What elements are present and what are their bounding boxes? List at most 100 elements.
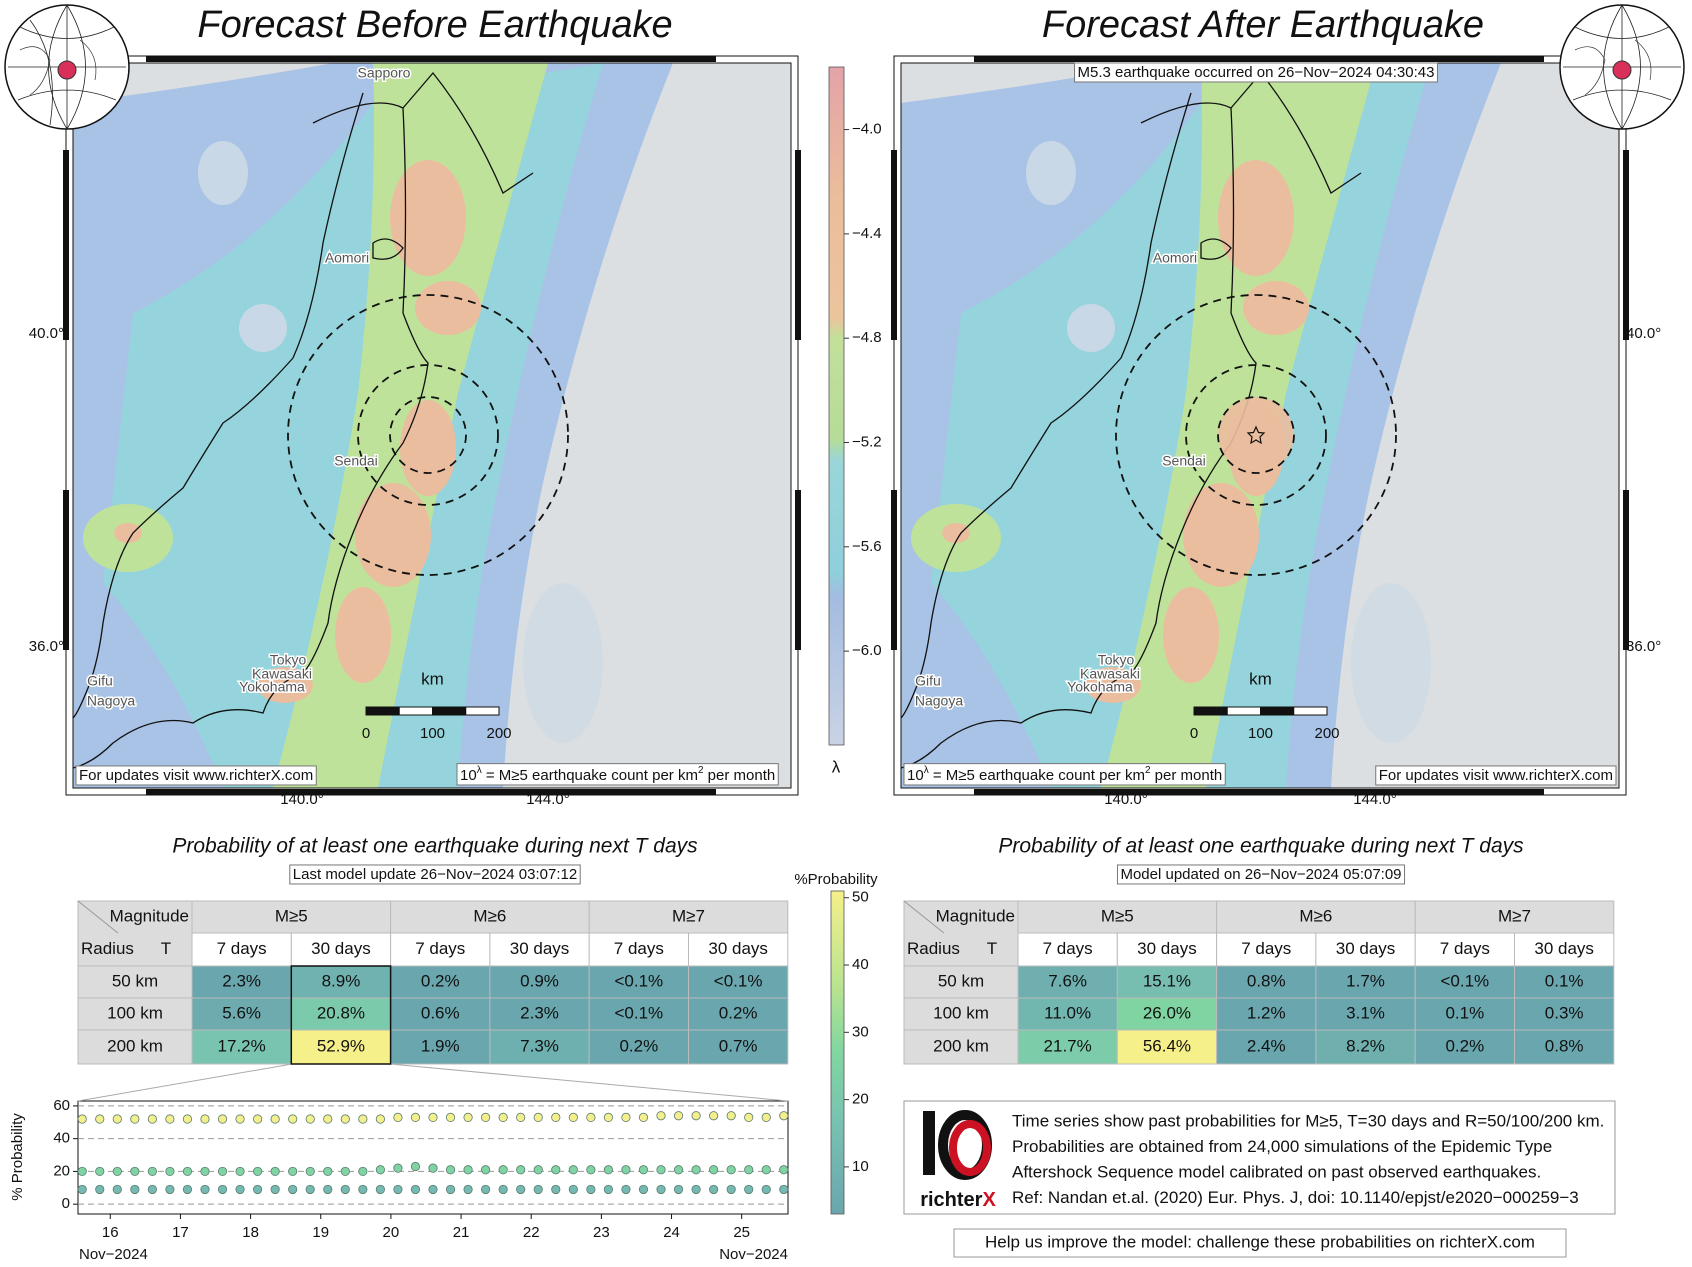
probability-value: 0.1% [1545, 971, 1584, 990]
data-point [410, 1161, 421, 1172]
data-point [130, 1114, 140, 1124]
table-title: Probability of at least one earthquake d… [998, 835, 1524, 858]
data-point [481, 1112, 491, 1122]
radius-cell [903, 965, 1019, 999]
period-header: 7 days [1440, 939, 1490, 958]
data-point [323, 1184, 333, 1195]
data-point [673, 1165, 684, 1175]
data-point [551, 1165, 561, 1175]
data-point [77, 1184, 87, 1195]
logo-part: richter [920, 1189, 982, 1211]
data-point [498, 1184, 508, 1195]
probability-value: 0.2% [619, 1036, 658, 1055]
data-point [761, 1165, 771, 1175]
data-point [445, 1165, 456, 1175]
data-point [498, 1112, 508, 1122]
data-point [445, 1184, 456, 1195]
data-point [656, 1111, 666, 1121]
city-label: Kawasaki [252, 666, 312, 682]
data-point [182, 1114, 193, 1124]
city-label: Tokyo [1098, 652, 1135, 668]
x-tick-label: 25 [733, 1224, 750, 1241]
scale-tick: 100 [420, 725, 445, 742]
data-point [691, 1184, 701, 1195]
data-point [165, 1114, 175, 1124]
data-point [726, 1165, 736, 1175]
data-point [568, 1165, 578, 1175]
data-point [568, 1184, 578, 1195]
lon-label: 144.0° [526, 791, 570, 808]
data-point [586, 1184, 596, 1195]
data-point [463, 1165, 473, 1175]
probability-cell [1414, 965, 1515, 999]
info-line: Ref: Nandan et.al. (2020) Eur. Phys. J, … [1012, 1188, 1579, 1207]
data-point [340, 1184, 350, 1195]
data-point [761, 1184, 771, 1195]
period-header: 7 days [415, 939, 465, 958]
city-label: Yokohama [1067, 679, 1133, 695]
data-point [270, 1114, 280, 1124]
density-note-part: per month [704, 767, 776, 784]
colorbar-tick-label: −4.0 [852, 121, 882, 138]
data-point [235, 1184, 245, 1195]
scale-segment [465, 706, 500, 716]
magnitude-header: M≥7 [672, 906, 705, 925]
density-note-part: = M≥5 earthquake count per km [482, 767, 698, 784]
date-label: Nov−2024 [79, 1246, 148, 1263]
probability-value: 0.2% [1445, 1036, 1484, 1055]
data-point [340, 1166, 350, 1177]
data-point [533, 1165, 543, 1175]
period-header-cell [191, 932, 292, 967]
probability-cell [290, 1029, 392, 1065]
density-note-part: 2 [698, 765, 704, 776]
site-note: For updates visit www.richterX.com [79, 767, 313, 784]
period-header: 30 days [1137, 939, 1197, 958]
probability-value: 52.9% [317, 1036, 365, 1055]
scale-unit: km [1249, 669, 1272, 688]
colorbar-tick-label: 30 [852, 1023, 869, 1040]
data-point [709, 1111, 719, 1121]
data-point [673, 1184, 684, 1195]
scale-segment [432, 706, 467, 716]
data-point [709, 1184, 719, 1195]
data-point [516, 1165, 526, 1175]
data-point [95, 1114, 105, 1124]
data-point [516, 1184, 526, 1195]
map-right [891, 55, 1629, 796]
probability-value: 0.7% [719, 1036, 758, 1055]
density-note-part: per month [1151, 767, 1223, 784]
density-note: 10λ = M≥5 earthquake count per km2 per m… [460, 765, 775, 784]
data-point [323, 1114, 333, 1124]
data-point [744, 1165, 754, 1175]
scale-segment [1193, 706, 1228, 716]
data-point [270, 1166, 280, 1177]
probability-value: 0.6% [421, 1003, 460, 1022]
city-label: Aomori [325, 250, 369, 266]
probability-value: 56.4% [1143, 1036, 1191, 1055]
data-point [481, 1165, 491, 1175]
magnitude-header: M≥5 [275, 906, 308, 925]
data-point [375, 1114, 385, 1124]
scale-tick: 0 [362, 725, 370, 742]
colorbar-tick-label: 40 [852, 956, 869, 973]
magnitude-header: M≥5 [1101, 906, 1134, 925]
probability-value: 0.8% [1247, 971, 1286, 990]
y-tick-label: 20 [53, 1162, 70, 1179]
date-label: Nov−2024 [719, 1246, 788, 1263]
data-point [112, 1166, 122, 1177]
scale-tick: 100 [1248, 725, 1273, 742]
period-header-cell [290, 932, 392, 967]
probability-value: 26.0% [1143, 1003, 1191, 1022]
y-tick-label: 60 [53, 1097, 70, 1114]
data-point [656, 1184, 666, 1195]
data-point [217, 1184, 228, 1195]
data-point [744, 1184, 754, 1195]
y-tick-label: 40 [53, 1130, 70, 1147]
period-header: 30 days [311, 939, 371, 958]
data-point [673, 1111, 684, 1121]
data-point [95, 1184, 105, 1195]
probability-value: 2.4% [1247, 1036, 1286, 1055]
data-point [551, 1184, 561, 1195]
data-point [638, 1165, 649, 1175]
probability-value: <0.1% [1441, 971, 1490, 990]
